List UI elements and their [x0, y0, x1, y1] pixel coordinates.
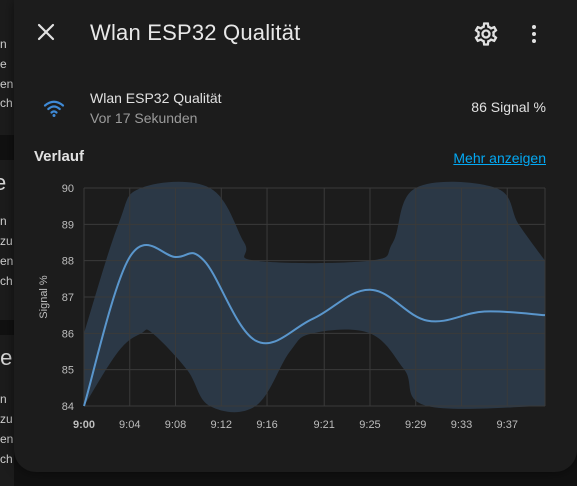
background-text: n [0, 214, 7, 228]
y-tick-label: 87 [62, 292, 74, 304]
show-more-link[interactable]: Mehr anzeigen [453, 150, 546, 166]
series-line [83, 243, 546, 407]
x-tick-label: 9:04 [119, 419, 140, 431]
y-tick-label: 90 [62, 183, 74, 195]
background-page: n e en ch e n zu en ch te n zu en ch [0, 0, 14, 486]
more-options-button[interactable] [522, 20, 546, 48]
background-heading: e [0, 170, 7, 195]
dialog-header: Wlan ESP32 Qualität [14, 0, 577, 68]
y-axis-label: Signal % [38, 275, 50, 319]
more-info-dialog: Wlan ESP32 Qualität Wlan ESP32 Qualität … [14, 0, 577, 472]
background-text: ch [0, 274, 13, 288]
background-card [0, 335, 14, 486]
entity-row: Wlan ESP32 Qualität Vor 17 Sekunden 86 S… [14, 80, 577, 136]
y-tick-label: 86 [62, 328, 74, 340]
x-tick-label: 9:21 [314, 419, 335, 431]
x-tick-label: 9:08 [165, 419, 186, 431]
wifi-icon [43, 100, 65, 117]
background-text: n [0, 392, 7, 406]
background-text: en [0, 432, 14, 446]
background-text: ch [0, 452, 13, 466]
dialog-title: Wlan ESP32 Qualität [90, 20, 301, 45]
close-button[interactable] [32, 18, 60, 46]
x-tick-label: 9:00 [73, 419, 95, 431]
x-tick-label: 9:29 [405, 419, 426, 431]
gear-icon [474, 22, 498, 46]
background-card [0, 0, 14, 135]
entity-state: 86 Signal % [471, 99, 546, 115]
x-tick-label: 9:12 [211, 419, 232, 431]
y-tick-label: 84 [62, 401, 74, 413]
background-heading: te [0, 345, 13, 370]
background-text: zu [0, 234, 13, 248]
entity-name: Wlan ESP32 Qualität [90, 90, 222, 106]
history-chart: 84 85 86 87 88 89 90 9:00 9:04 9:08 9:12 9:16 9:21 9:… [38, 181, 546, 431]
last-changed: Vor 17 Sekunden [90, 110, 198, 126]
background-text: e [0, 57, 7, 71]
background-text: ch [0, 96, 13, 110]
y-tick-label: 89 [62, 219, 74, 231]
settings-button[interactable] [472, 20, 500, 48]
x-tick-label: 9:37 [497, 419, 518, 431]
y-tick-label: 88 [62, 256, 74, 268]
dots-vertical-icon [532, 25, 536, 43]
background-text: en [0, 77, 14, 91]
background-card [0, 160, 14, 320]
history-title: Verlauf [34, 148, 85, 165]
background-text: en [0, 254, 14, 268]
x-tick-label: 9:25 [359, 419, 380, 431]
y-tick-label: 85 [62, 365, 74, 377]
x-tick-label: 9:33 [451, 419, 472, 431]
x-tick-label: 9:16 [256, 419, 277, 431]
close-icon [37, 23, 55, 41]
background-text: n [0, 37, 7, 51]
background-text: zu [0, 412, 13, 426]
